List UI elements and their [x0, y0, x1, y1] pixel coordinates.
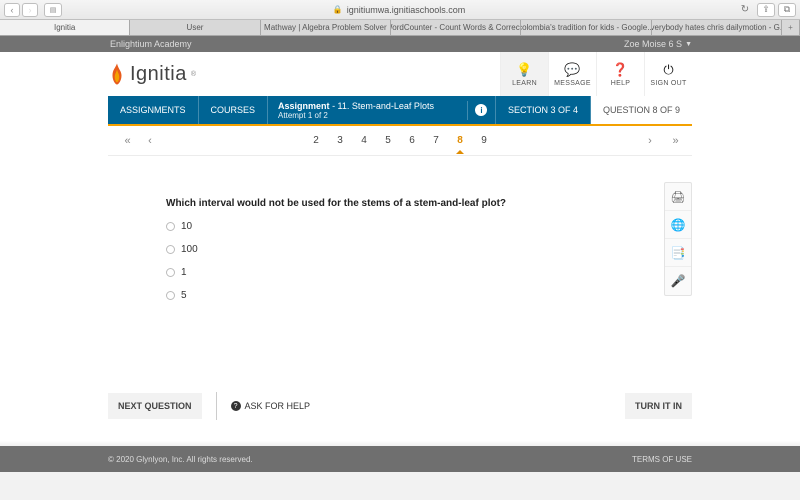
logo[interactable]: Ignitia ® [108, 62, 196, 86]
logo-text: Ignitia [130, 63, 187, 86]
info-icon: i [475, 104, 487, 116]
message-label: MESSAGE [554, 80, 591, 87]
option-label: 5 [181, 290, 187, 301]
header-actions: 💡 LEARN 💬 MESSAGE ❓ HELP ⏻ SIGN OUT [500, 52, 692, 96]
globe-icon: 🌐 [671, 218, 686, 232]
radio-icon [166, 222, 175, 231]
registered-mark: ® [191, 71, 196, 78]
page-number[interactable]: 3 [328, 135, 352, 146]
globe-button[interactable]: 🌐 [665, 211, 691, 239]
terms-link[interactable]: TERMS OF USE [632, 455, 692, 464]
book-icon: 📑 [671, 246, 686, 260]
address-bar[interactable]: 🔒 ignitiumwa.ignitiaschools.com [62, 5, 736, 15]
question-area: Which interval would not be used for the… [108, 156, 692, 301]
help-nav[interactable]: ❓ HELP [596, 52, 644, 96]
page-number[interactable]: 9 [472, 135, 496, 146]
question-indicator[interactable]: QUESTION 8 OF 9 [591, 96, 692, 124]
print-icon: 🖨 [670, 190, 685, 204]
page-number[interactable]: 5 [376, 135, 400, 146]
back-button[interactable]: ‹ [4, 3, 20, 17]
assignment-info: Assignment - 11. Stem-and-Leaf Plots Att… [268, 101, 468, 120]
page-number-active[interactable]: 8 [448, 135, 472, 146]
question-pagination: « ‹ 2 3 4 5 6 7 8 9 › » [108, 126, 692, 156]
school-name: Enlightium Academy [110, 39, 192, 49]
answer-option[interactable]: 1 [166, 267, 652, 278]
question-text: Which interval would not be used for the… [166, 198, 652, 209]
answer-option[interactable]: 100 [166, 244, 652, 255]
section-indicator[interactable]: SECTION 3 OF 4 [496, 96, 591, 124]
assignment-bar: ASSIGNMENTS COURSES Assignment - 11. Ste… [108, 96, 692, 124]
first-page-button[interactable]: « [114, 135, 138, 147]
signout-nav[interactable]: ⏻ SIGN OUT [644, 52, 692, 96]
reference-button[interactable]: 📑 [665, 239, 691, 267]
info-button[interactable]: i [468, 96, 496, 124]
browser-tab[interactable]: Mathway | Algebra Problem Solver [261, 20, 391, 35]
power-icon: ⏻ [663, 62, 673, 78]
page-number[interactable]: 4 [352, 135, 376, 146]
page-number[interactable]: 7 [424, 135, 448, 146]
tabs-button[interactable]: ⧉ [778, 3, 796, 17]
message-nav[interactable]: 💬 MESSAGE [548, 52, 596, 96]
signout-label: SIGN OUT [650, 80, 686, 87]
speech-icon: 💬 [564, 62, 580, 78]
option-label: 100 [181, 244, 198, 255]
browser-toolbar: ‹ › ▤ 🔒 ignitiumwa.ignitiaschools.com ↻ … [0, 0, 800, 20]
learn-label: LEARN [512, 80, 537, 87]
caret-down-icon: ▼ [685, 41, 692, 48]
help-label: HELP [611, 80, 631, 87]
bottom-actions: NEXT QUESTION ? ASK FOR HELP TURN IT IN [108, 392, 692, 420]
sidebar-toggle[interactable]: ▤ [44, 3, 62, 17]
footer: © 2020 Glynlyon, Inc. All rights reserve… [0, 446, 800, 472]
radio-icon [166, 291, 175, 300]
divider [216, 392, 217, 420]
app-header: Ignitia ® 💡 LEARN 💬 MESSAGE ❓ HELP ⏻ SIGN… [108, 52, 692, 96]
print-button[interactable]: 🖨 [665, 183, 691, 211]
browser-tab[interactable]: WordCounter - Count Words & Correc... [391, 20, 521, 35]
mic-icon: 🎤 [671, 274, 686, 288]
user-name: Zoe Moise 6 S [624, 39, 682, 49]
lightbulb-icon: 💡 [516, 62, 532, 78]
learn-nav[interactable]: 💡 LEARN [500, 52, 548, 96]
answer-option[interactable]: 10 [166, 221, 652, 232]
ask-help-link[interactable]: ? ASK FOR HELP [231, 401, 311, 411]
page-number[interactable]: 2 [304, 135, 328, 146]
assignment-label: Assignment [278, 101, 330, 111]
browser-tabs: Ignitia User Mathway | Algebra Problem S… [0, 20, 800, 36]
next-question-button[interactable]: NEXT QUESTION [108, 393, 202, 419]
school-bar: Enlightium Academy Zoe Moise 6 S ▼ [0, 36, 800, 52]
courses-link[interactable]: COURSES [199, 96, 269, 124]
reload-button[interactable]: ↻ [736, 3, 754, 17]
assignments-link[interactable]: ASSIGNMENTS [108, 96, 199, 124]
next-page-button[interactable]: › [638, 135, 662, 147]
page-number[interactable]: 6 [400, 135, 424, 146]
side-toolbar: 🖨 🌐 📑 🎤 [664, 182, 692, 296]
attempt-text: Attempt 1 of 2 [278, 111, 434, 120]
user-menu[interactable]: Zoe Moise 6 S ▼ [624, 39, 692, 49]
ask-help-label: ASK FOR HELP [245, 401, 311, 411]
answer-option[interactable]: 5 [166, 290, 652, 301]
browser-tab[interactable]: Ignitia [0, 20, 130, 35]
share-button[interactable]: ⇪ [757, 3, 775, 17]
prev-page-button[interactable]: ‹ [138, 135, 162, 147]
turn-it-in-button[interactable]: TURN IT IN [625, 393, 692, 419]
copyright-text: © 2020 Glynlyon, Inc. All rights reserve… [108, 455, 253, 464]
browser-tab[interactable]: colombia's tradition for kids - Google..… [521, 20, 651, 35]
below-footer [0, 472, 800, 500]
lock-icon: 🔒 [333, 5, 343, 14]
audio-button[interactable]: 🎤 [665, 267, 691, 295]
help-icon: ❓ [612, 62, 628, 78]
url-text: ignitiumwa.ignitiaschools.com [347, 5, 466, 15]
radio-icon [166, 268, 175, 277]
last-page-button[interactable]: » [662, 135, 686, 147]
radio-icon [166, 245, 175, 254]
new-tab-button[interactable]: + [782, 20, 800, 35]
browser-tab[interactable]: User [130, 20, 260, 35]
option-label: 1 [181, 267, 187, 278]
flame-icon [108, 62, 126, 86]
browser-tab[interactable]: everybody hates chris dailymotion - G... [652, 20, 782, 35]
option-label: 10 [181, 221, 192, 232]
forward-button[interactable]: › [22, 3, 38, 17]
question-icon: ? [231, 401, 241, 411]
assignment-title: - 11. Stem-and-Leaf Plots [332, 101, 434, 111]
